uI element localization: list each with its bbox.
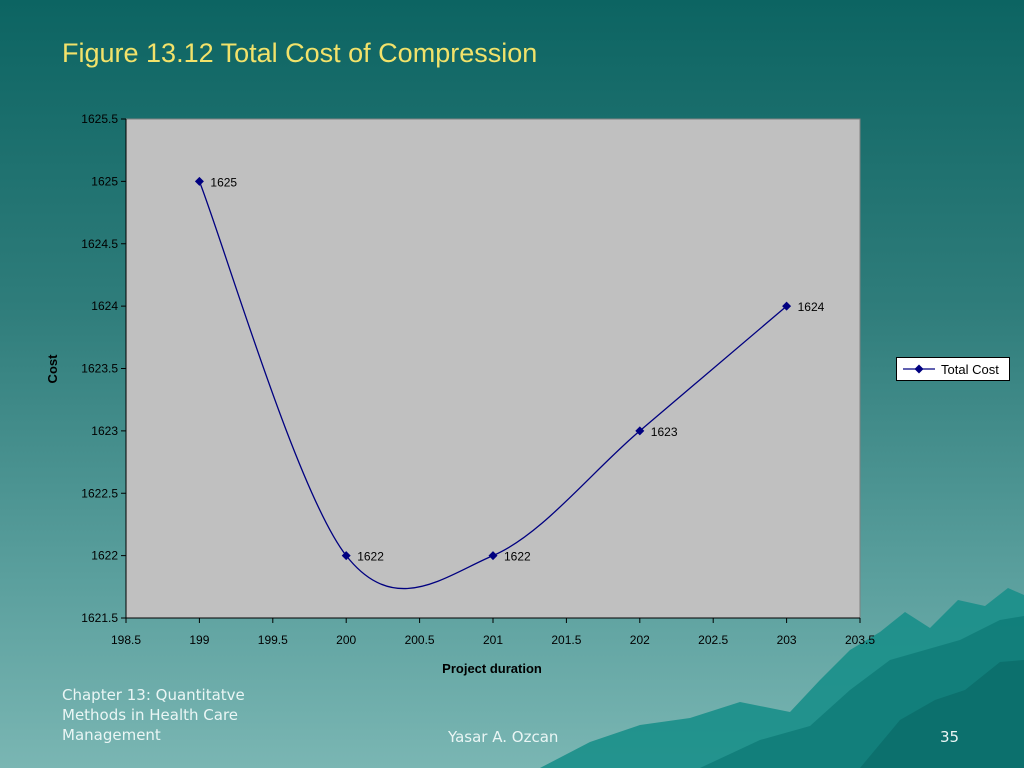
series-line-total-cost [198,181,788,590]
x-tick-label: 200.5 [405,633,435,647]
data-labels: 1625 1622 1622 1623 1624 [210,175,824,563]
data-label: 1623 [651,425,678,439]
x-axis: 198.5 199 199.5 200 200.5 201 201.5 202 202.5 203… [111,617,875,647]
x-axis-title: Project duration [442,661,542,676]
x-tick-label: 201 [483,633,503,647]
legend-swatch-icon [903,364,935,374]
data-label: 1622 [504,550,531,564]
y-tick-label: 1623 [91,424,118,438]
x-tick-label: 199 [189,633,209,647]
y-axis-title: Cost [45,354,60,384]
x-tick-label: 203 [777,633,797,647]
plot-area [125,118,861,619]
x-tick-label: 203.5 [845,633,875,647]
y-tick-label: 1622 [91,549,118,563]
x-tick-label: 198.5 [111,633,141,647]
x-tick-label: 202 [630,633,650,647]
legend-label-total-cost: Total Cost [941,362,999,377]
data-label: 1622 [357,550,384,564]
data-point-marker [635,426,645,436]
footer-author: Yasar A. Ozcan [448,728,559,746]
y-tick-label: 1621.5 [81,611,118,625]
data-label: 1625 [210,175,237,189]
data-point-marker [194,176,204,186]
data-point-marker [782,301,792,311]
data-point-marker [341,551,351,561]
slide-title: Figure 13.12 Total Cost of Compression [62,38,538,68]
x-tick-label: 199.5 [258,633,288,647]
y-tick-label: 1625.5 [81,112,118,126]
x-tick-label: 201.5 [551,633,581,647]
y-tick-label: 1622.5 [81,486,118,500]
page-number: 35 [940,728,960,746]
y-tick-label: 1625 [91,174,118,188]
legend: Total Cost [896,357,1010,381]
y-tick-label: 1623.5 [81,362,118,376]
y-tick-label: 1624.5 [81,237,118,251]
y-tick-label: 1624 [91,299,118,313]
data-point-marker [488,551,498,561]
data-label: 1624 [798,300,825,314]
x-tick-label: 202.5 [698,633,728,647]
x-tick-label: 200 [336,633,356,647]
y-axis: 1625.5 1625 1624.5 1624 1623.5 1623 1622.5 1622… [81,112,127,625]
series-markers [194,176,792,561]
footer-chapter: Chapter 13: Quantitatve Methods in Healt… [62,686,245,744]
